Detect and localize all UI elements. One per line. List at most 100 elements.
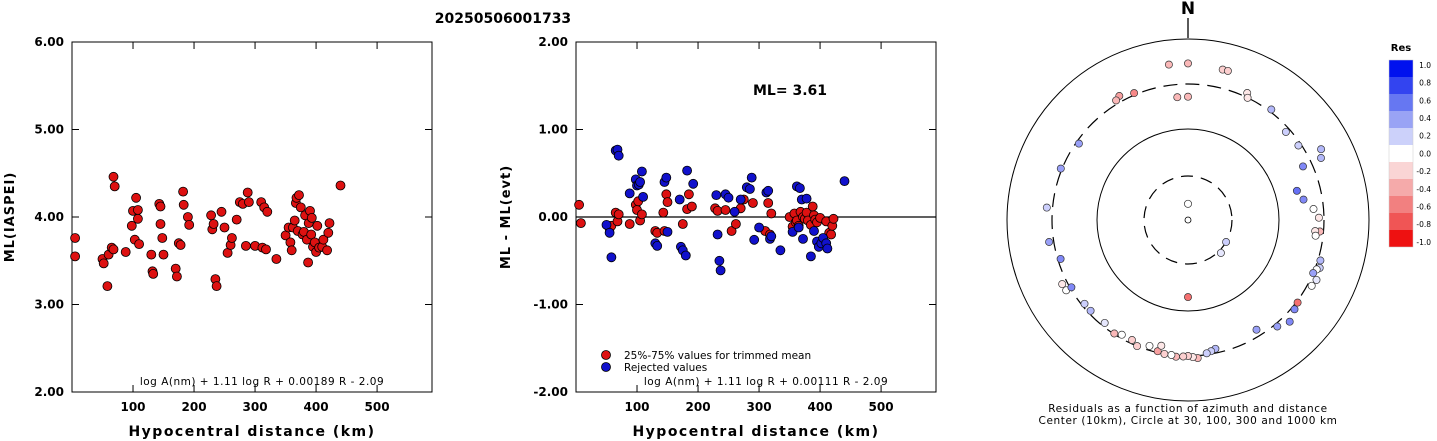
residual-point: [1157, 341, 1166, 350]
y-tick-label: -1.00: [533, 298, 568, 312]
data-point: [226, 233, 237, 243]
data-point: [240, 240, 251, 251]
residual-point: [1067, 283, 1076, 292]
data-point: [712, 229, 723, 240]
data-point: [807, 201, 818, 212]
residual-point: [1292, 186, 1301, 195]
data-point: [746, 172, 757, 183]
residual-point: [1112, 96, 1121, 105]
data-point: [763, 198, 774, 208]
panel-ml-residual: -2.00 -1.00 0.00 1.00 2.00 100 200 300 400 500 M…: [499, 35, 937, 440]
data-point: [661, 172, 672, 183]
tick-marks: [576, 41, 936, 393]
data-point: [184, 219, 195, 230]
residual-point: [1252, 325, 1261, 334]
x-tick-label: 300: [747, 400, 772, 414]
residual-point: [1299, 162, 1307, 171]
data-point: [312, 220, 323, 231]
residual-point: [1179, 352, 1188, 361]
data-point: [335, 180, 346, 191]
residual-point: [1164, 60, 1173, 69]
data-point: [613, 209, 624, 220]
residual-point: [1045, 238, 1054, 246]
data-point: [680, 250, 691, 261]
residual-points: [1042, 59, 1326, 363]
data-point: [801, 193, 812, 204]
data-point: [754, 222, 764, 233]
data-point: [637, 166, 647, 177]
residual-point: [1312, 275, 1321, 284]
caption-line-2: Center (10km), Circle at 30, 100, 300 an…: [1039, 415, 1338, 427]
data-point: [242, 187, 253, 198]
residual-point: [1243, 93, 1252, 102]
data-point: [148, 268, 159, 279]
residual-point: [1130, 89, 1139, 98]
data-point: [231, 214, 242, 225]
colorbar-tick-label: -0.6: [1416, 202, 1431, 211]
legend-label-rejected: Rejected values: [624, 362, 707, 374]
residual-point: [1285, 317, 1294, 326]
data-point: [658, 207, 669, 218]
colorbar-frame: [1388, 59, 1414, 248]
residual-point: [1184, 59, 1192, 68]
figure-title: 20250506001733: [435, 11, 571, 27]
data-point: [749, 234, 760, 245]
ring-100km: [1096, 128, 1280, 312]
residual-point: [1100, 318, 1109, 327]
residual-point: [1222, 238, 1231, 246]
data-points: [70, 171, 346, 292]
residual-point: [1281, 127, 1290, 136]
data-point: [132, 205, 143, 215]
data-point: [206, 210, 217, 221]
data-point: [677, 219, 688, 229]
ring-1000km: [1006, 38, 1370, 402]
data-point: [735, 194, 746, 205]
colorbar-swatch: [1389, 128, 1413, 145]
legend-marker-trimmed: [601, 350, 611, 360]
colorbar-swatch: [1389, 145, 1413, 162]
data-point: [120, 247, 131, 257]
residual-point: [1184, 293, 1192, 302]
residual-point: [1309, 205, 1318, 213]
data-point: [208, 219, 219, 229]
residual-point: [1317, 154, 1325, 162]
data-point: [323, 227, 334, 238]
data-point: [793, 222, 804, 233]
residual-point: [1153, 347, 1162, 356]
data-point: [745, 184, 755, 194]
residual-point: [1293, 298, 1302, 307]
data-point: [171, 271, 182, 282]
plot-frame: [71, 41, 433, 393]
colorbar-swatch: [1389, 77, 1413, 94]
data-point: [828, 213, 839, 224]
data-point: [731, 219, 741, 229]
residual-point: [1216, 248, 1225, 257]
colorbar-swatch: [1389, 60, 1413, 77]
data-point: [98, 258, 109, 269]
residual-point: [1056, 164, 1065, 173]
residual-point: [1184, 92, 1192, 101]
data-point: [715, 265, 726, 276]
data-point: [102, 281, 113, 292]
north-label: N: [1181, 0, 1195, 19]
x-tick-label: 200: [182, 400, 207, 414]
data-point: [775, 245, 786, 256]
residual-point: [1145, 341, 1154, 350]
data-point: [763, 185, 774, 196]
data-point: [662, 226, 673, 237]
x-tick-label: 400: [304, 400, 329, 414]
x-tick-labels: 100 200 300 400 500: [120, 400, 389, 414]
data-point: [289, 215, 300, 226]
data-point: [766, 208, 777, 219]
data-point: [126, 220, 137, 231]
residual-point: [1080, 299, 1089, 308]
data-point: [687, 201, 697, 212]
residual-point: [1173, 93, 1182, 102]
residual-point: [1290, 305, 1299, 314]
residual-point: [1307, 281, 1316, 290]
data-point: [806, 251, 816, 262]
colorbar: Res 1.0 0.8 0.6 0.4 0.2 0.0 -0.2 -0.4 -0.6 -0.8 -1…: [1388, 43, 1431, 248]
data-point: [606, 252, 617, 263]
data-point: [306, 229, 317, 240]
x-axis-label: Hypocentral distance (km): [632, 424, 879, 440]
